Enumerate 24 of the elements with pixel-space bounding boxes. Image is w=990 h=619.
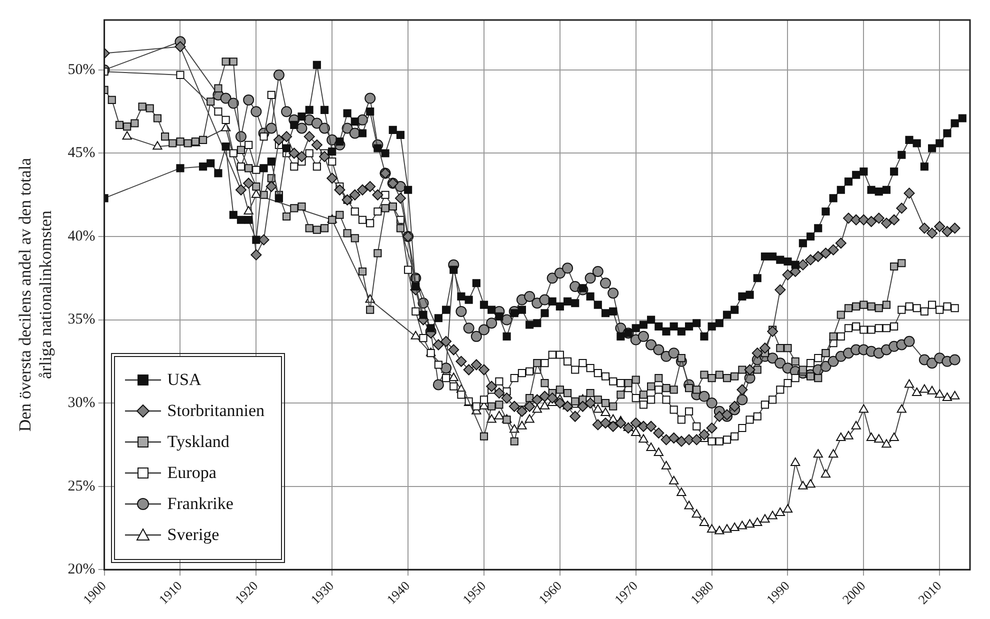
- x-tick-label: 1930: [308, 578, 337, 608]
- x-tick-label: 1950: [460, 578, 489, 608]
- x-tick-label: 1970: [611, 578, 640, 608]
- y-tick-label: 25%: [68, 478, 96, 494]
- y-axis-title: Den översta decilens andel av den totala årliga nationalinkomsten: [16, 157, 56, 432]
- legend-label: Europa: [167, 463, 216, 484]
- y-tick-label: 30%: [68, 394, 96, 411]
- legend-label: Frankrike: [167, 494, 234, 514]
- x-tick-label: 1940: [384, 578, 413, 608]
- x-tick-label: 1990: [763, 578, 792, 608]
- y-tick-label: 40%: [68, 228, 96, 244]
- x-tick-label: 1920: [232, 578, 261, 608]
- x-tick-label: 1910: [156, 578, 185, 608]
- legend-label: Tyskland: [167, 432, 230, 452]
- legend-label: Sverige: [167, 525, 220, 546]
- legend-label: USA: [167, 370, 202, 390]
- x-tick-label: 1960: [535, 578, 564, 608]
- x-tick-label: 1980: [687, 578, 716, 608]
- legend-label: Storbritannien: [167, 401, 265, 422]
- x-tick-label: 1900: [80, 578, 109, 608]
- y-tick-label: 50%: [68, 62, 96, 78]
- y-tick-label: 20%: [68, 562, 96, 578]
- y-tick-label: 45%: [68, 145, 96, 162]
- y-tick-label: 35%: [68, 312, 96, 328]
